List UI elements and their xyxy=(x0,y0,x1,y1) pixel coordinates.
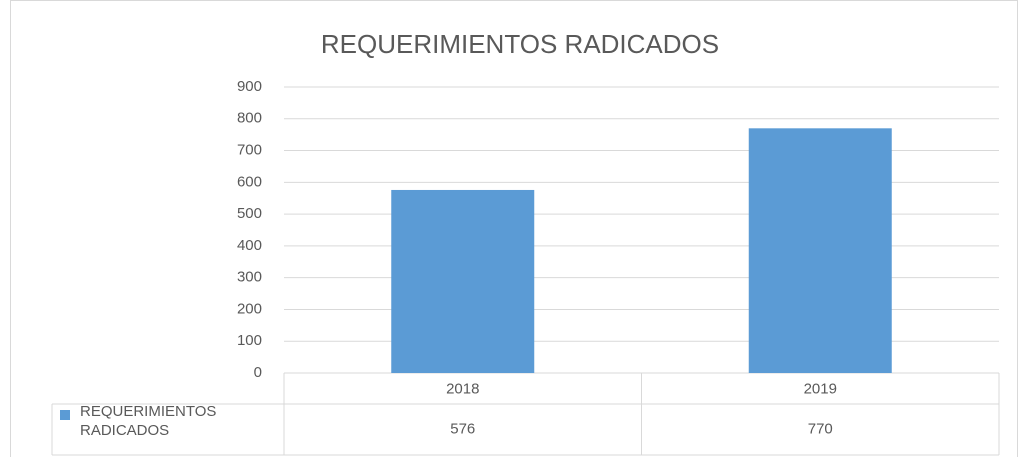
table-value: 770 xyxy=(808,420,833,437)
chart-title: REQUERIMIENTOS RADICADOS xyxy=(321,29,719,59)
legend-swatch xyxy=(60,410,70,420)
legend-label: REQUERIMIENTOS RADICADOS xyxy=(80,403,217,439)
bar xyxy=(391,189,535,373)
y-tick-label: 500 xyxy=(237,205,262,222)
y-tick-label: 0 xyxy=(254,364,262,381)
y-tick-label: 100 xyxy=(237,332,262,349)
legend-entry: REQUERIMIENTOS RADICADOS xyxy=(80,403,217,439)
y-tick-label: 800 xyxy=(237,110,262,127)
y-tick-label: 700 xyxy=(237,142,262,159)
table-value: 576 xyxy=(450,420,475,437)
bar xyxy=(748,128,892,373)
y-tick-label: 900 xyxy=(237,78,262,95)
y-tick-label: 600 xyxy=(237,173,262,190)
y-tick-label: 200 xyxy=(237,300,262,317)
y-tick-label: 400 xyxy=(237,237,262,254)
x-tick-label: 2019 xyxy=(804,380,837,397)
y-tick-label: 300 xyxy=(237,269,262,286)
x-tick-label: 2018 xyxy=(446,380,479,397)
